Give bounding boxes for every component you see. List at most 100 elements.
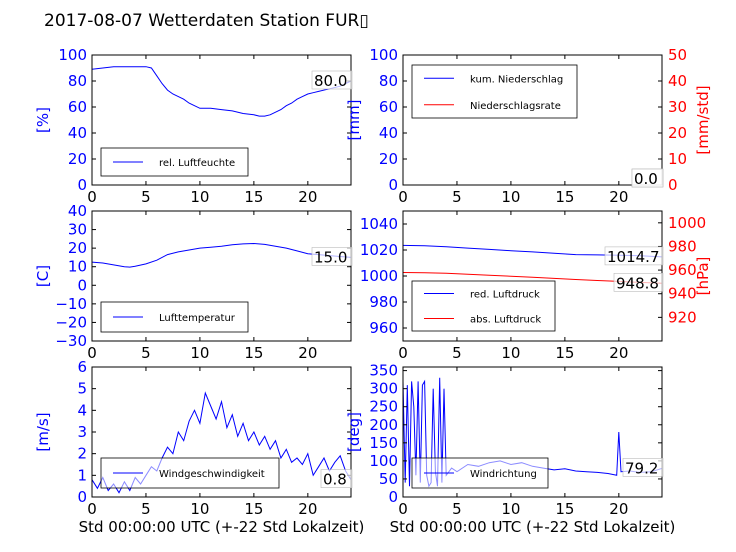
x-tick-label: 0 [398, 188, 408, 206]
y-tick-label: 60 [379, 98, 398, 116]
last-value-text: 15.0 [314, 248, 347, 266]
x-tick-label: 10 [190, 188, 209, 206]
last-value-box [311, 247, 353, 266]
y-axis-label: [m/s] [34, 412, 52, 451]
last-value: 0.8 [320, 469, 353, 489]
y-axis-label: [%] [34, 107, 52, 133]
x-tick-label: 5 [141, 188, 151, 206]
x-axis-label: Std 00:00:00 UTC (+-22 Std Lokalzeit) [79, 518, 365, 536]
y-tick-label: 20 [379, 150, 398, 168]
last-value: 15.0 [311, 247, 353, 266]
x-tick-label: 10 [501, 500, 520, 518]
x-tick-label: 0 [87, 344, 97, 362]
legend: kum. Niederschlag Niederschlagsrate [411, 64, 578, 119]
x-tick-label: 5 [141, 344, 151, 362]
chart-panel-1: 0 5 10 15 20 0 20 40 60 80 100 [%] rel. Luftfeuchte 8… [34, 46, 353, 206]
x-tick-label: 5 [452, 500, 462, 518]
y-right-tick-label: 940 [668, 285, 697, 303]
x-tick-label: 10 [190, 500, 209, 518]
y-tick-label: 300 [369, 380, 398, 398]
y-tick-label: 40 [68, 202, 87, 220]
last-value-right-box [631, 168, 664, 188]
y-tick-label: 0 [388, 488, 398, 506]
x-tick-label: 0 [398, 344, 408, 362]
x-tick-label: 15 [244, 500, 263, 518]
legend-label: kum. Niederschlag [470, 74, 563, 85]
y-right-axis-label: [hPa] [694, 257, 712, 296]
y-tick-label: 40 [379, 124, 398, 142]
legend-box [411, 280, 556, 332]
y-axis-label: [C] [34, 265, 52, 287]
x-tick-label: 5 [452, 344, 462, 362]
legend-label: Lufttemperatur [159, 313, 236, 324]
y-tick-label: 980 [369, 293, 398, 311]
y-tick-label: 4 [77, 401, 87, 419]
y-right-tick-label: 10 [668, 150, 687, 168]
y-tick-label: 0 [77, 176, 87, 194]
x-tick-label: 5 [141, 500, 151, 518]
y-right-tick-label: 960 [668, 261, 697, 279]
x-tick-label: 20 [609, 344, 628, 362]
legend-label: Windrichtung [470, 469, 537, 480]
y-axis-label: [mm] [345, 100, 363, 141]
y-tick-label: 0 [77, 488, 87, 506]
legend: Windgeschwindigkeit [100, 457, 280, 489]
y-right-axis-label: [mm/std] [694, 85, 712, 154]
last-value-box [320, 469, 353, 488]
last-value-text: 0.8 [323, 471, 347, 489]
y-tick-label: 30 [68, 221, 87, 239]
y-right-tick-label: 920 [668, 308, 697, 326]
y-tick-label: 1020 [360, 241, 398, 259]
y-right-tick-label: 980 [668, 237, 697, 255]
y-tick-label: 20 [68, 239, 87, 257]
x-tick-label: 20 [298, 344, 317, 362]
x-tick-label: 15 [555, 344, 574, 362]
plot-frame [402, 366, 663, 498]
x-tick-label: 20 [298, 500, 317, 518]
last-value: 80.0 [311, 70, 353, 90]
y-tick-label: 0 [388, 176, 398, 194]
y-right-tick-label: 40 [668, 72, 687, 90]
last-value-text: 80.0 [314, 72, 347, 90]
y-tick-label: 80 [379, 72, 398, 90]
plot-frame [91, 210, 352, 342]
last-value-box [604, 246, 664, 266]
last-value-right-text: 0.0 [634, 170, 658, 188]
last-value-right-text: 948.8 [616, 274, 659, 292]
y-tick-label: 1040 [360, 215, 398, 233]
legend-label: red. Luftdruck [470, 290, 540, 301]
y-tick-label: 5 [77, 380, 87, 398]
y-right-tick-label: 0 [668, 176, 678, 194]
y-tick-label: 100 [58, 46, 87, 64]
last-value-text: 79.2 [625, 459, 658, 477]
legend-label: abs. Luftdruck [470, 315, 541, 326]
last-value: 79.2 [622, 458, 664, 477]
legend-label: Niederschlagsrate [470, 101, 561, 112]
x-tick-label: 15 [244, 188, 263, 206]
x-tick-label: 0 [398, 500, 408, 518]
y-tick-label: 0 [77, 276, 87, 294]
y-tick-label: 150 [369, 434, 398, 452]
legend: Windrichtung [411, 457, 549, 489]
y-tick-label: 1 [77, 466, 87, 484]
y-axis-label: [deg] [345, 412, 363, 452]
x-tick-label: 10 [501, 188, 520, 206]
last-value-right-box [613, 273, 664, 292]
legend: rel. Luftfeuchte [100, 147, 249, 177]
y-right-tick-label: 20 [668, 124, 687, 142]
x-tick-label: 15 [555, 500, 574, 518]
x-tick-label: 15 [555, 188, 574, 206]
last-value-text: 1014.7 [607, 248, 660, 266]
y-right-tick-label: 1000 [668, 214, 706, 232]
chart-panel-2: 0 5 10 15 20 0 20 40 60 80 100 0 10 20 30 40 50 [mm] [mm/s… [345, 46, 712, 206]
y-tick-label: 100 [369, 452, 398, 470]
legend-label: Windgeschwindigkeit [159, 469, 265, 480]
y-tick-label: 350 [369, 362, 398, 380]
chart-panel-3: 0 5 10 15 20−30−20−10010203040[C]Lufttempera… [34, 202, 353, 362]
y-tick-label: 2 [77, 445, 87, 463]
y-tick-label: 960 [369, 319, 398, 337]
x-axis-label: Std 00:00:00 UTC (+-22 Std Lokalzeit) [390, 518, 676, 536]
y-tick-label: −10 [55, 295, 87, 313]
